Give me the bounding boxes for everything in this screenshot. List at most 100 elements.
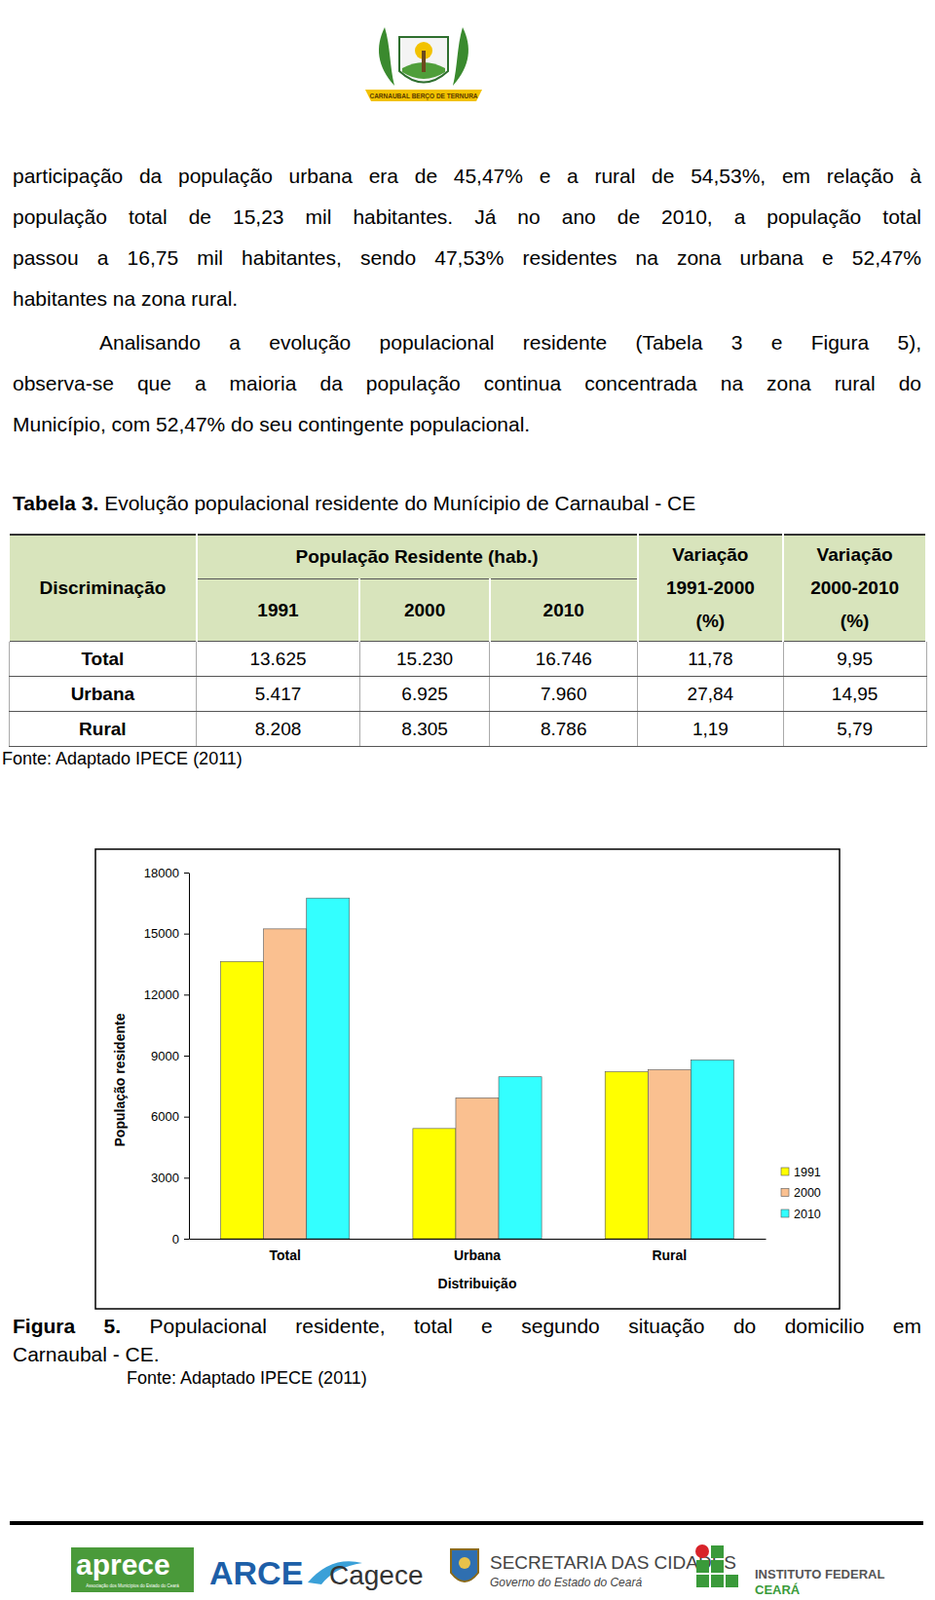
table-row: Total13.62515.23016.74611,789,95: [8, 641, 927, 677]
space: [98, 491, 105, 515]
logo-text: Governo do Estado do Ceará: [489, 1575, 642, 1590]
data-table: DiscriminaçãoPopulação Residente (hab.)V…: [7, 533, 928, 748]
plot: 0300060009000120001500018000TotalUrbanaR…: [144, 865, 767, 1264]
paragraph: participação da população urbana era de …: [12, 155, 922, 320]
legend-label: 2000: [793, 1186, 822, 1200]
figure-caption-line: Carnaubal - CE.: [12, 1340, 922, 1369]
header-cell: Discriminação: [8, 534, 197, 642]
tick-label: 6000: [150, 1109, 180, 1124]
bar: [690, 1059, 734, 1239]
legend-label: 1991: [793, 1165, 822, 1180]
table-cell: 8.786: [489, 711, 638, 748]
bar: [647, 1070, 691, 1239]
header-line: Variação: [784, 538, 926, 572]
chart: 0300060009000120001500018000TotalUrbanaR…: [94, 848, 841, 1310]
table-caption: Tabela 3. Evolução populacional resident…: [12, 491, 696, 516]
table-body: Total13.62515.23016.74611,789,95Urbana5.…: [8, 641, 927, 748]
y-tick: 3000: [150, 1170, 189, 1186]
paragraph-line: participação da população urbana era de …: [12, 155, 922, 197]
tick-mark: [184, 1238, 189, 1240]
logo-leaf: [378, 27, 395, 86]
tick-mark: [184, 994, 189, 996]
table-row: Rural8.2088.3058.7861,195,79: [8, 711, 927, 748]
logo-box: [71, 1547, 194, 1593]
logo-text: aprece: [75, 1548, 171, 1581]
y-axis: 0300060009000120001500018000: [144, 865, 190, 1247]
logo-crest: [450, 1549, 479, 1582]
tick-label: 0: [172, 1232, 180, 1247]
header-line: (%): [784, 604, 926, 638]
footer-logos: aprece Associação dos Municípios do Estad…: [0, 1533, 935, 1600]
y-axis-title: População residente: [112, 1012, 128, 1147]
paragraph-line: Analisando a evolução populacional resid…: [12, 322, 922, 364]
table-row: Urbana5.4176.9257.96027,8414,95: [8, 676, 927, 712]
tick-label: 18000: [144, 865, 180, 881]
legend: 199120002010: [781, 1165, 822, 1222]
tick-label: 9000: [150, 1048, 180, 1064]
logo-text: Cagece: [329, 1560, 424, 1591]
tick-mark: [184, 872, 189, 874]
y-tick: 12000: [144, 987, 189, 1003]
table-cell: 8.305: [359, 711, 490, 748]
legend-swatch: [781, 1167, 789, 1176]
table-cell: 14,95: [783, 676, 927, 712]
table-cell: Urbana: [8, 676, 197, 712]
table-cell: 16.746: [489, 641, 638, 677]
x-axis-title: Distribuição: [438, 1275, 518, 1292]
logo-square: [710, 1560, 724, 1573]
logo-dot: [695, 1544, 710, 1559]
figure-caption-label: Figura 5.: [12, 1314, 121, 1338]
paragraph-line: habitantes na zona rural.: [12, 278, 922, 320]
tick-label: Rural: [651, 1247, 687, 1264]
logo-square: [696, 1574, 710, 1588]
tick-mark: [184, 1117, 189, 1119]
bar: [498, 1077, 542, 1239]
logo-crest-detail: [458, 1557, 471, 1570]
tick-mark: [184, 1055, 189, 1057]
figure-caption: Figura 5. Populacional residente, total …: [12, 1311, 922, 1369]
table-source: Fonte: Adaptado IPECE (2011): [1, 748, 243, 770]
tick-label: 12000: [144, 987, 180, 1003]
tick-mark: [184, 934, 189, 935]
table-cell: 5.417: [196, 676, 361, 712]
header-line: 2000-2010: [784, 571, 926, 605]
paragraph-line: passou a 16,75 mil habitantes, sendo 47,…: [12, 237, 922, 279]
tick-mark: [184, 1177, 189, 1179]
logo-square: [696, 1560, 710, 1573]
table-cell: 8.208: [196, 711, 361, 748]
table-cell: 15.230: [359, 641, 490, 677]
header-cell: 2000: [359, 579, 490, 642]
header-cell: 1991: [196, 579, 361, 642]
header-cell: Variação2000-2010(%): [783, 534, 927, 642]
paragraph-line: observa-se que a maioria da população co…: [12, 363, 922, 405]
header-cell: Variação1991-2000(%): [637, 534, 785, 642]
logo-text: Associação dos Municípios do Estado do C…: [85, 1583, 180, 1589]
logo-text: CARNAUBAL BERÇO DE TERNURA: [369, 92, 478, 101]
bar: [455, 1097, 499, 1239]
table-cell: 11,78: [637, 641, 785, 677]
header-line: (%): [638, 604, 784, 638]
logo-leaf: [452, 27, 469, 86]
axis-line: [189, 1238, 767, 1240]
logo-text: ARCE: [209, 1554, 303, 1592]
paragraph-line: população total de 15,23 mil habitantes.…: [12, 196, 922, 238]
logo-ribbon: [365, 89, 483, 102]
table-caption-label: Tabela 3.: [12, 491, 99, 515]
y-tick: 6000: [150, 1109, 189, 1124]
table-cell: 13.625: [196, 641, 361, 677]
bar: [221, 961, 264, 1239]
table-cell: 1,19: [637, 711, 785, 748]
header-line: 1991-2000: [638, 571, 784, 605]
bars: [221, 897, 735, 1239]
legend-swatch: [781, 1189, 789, 1197]
tick-label: Urbana: [453, 1247, 501, 1264]
header-row: DiscriminaçãoPopulação Residente (hab.)V…: [8, 534, 927, 580]
table-cell: 9,95: [783, 641, 927, 677]
table-cell: 5,79: [783, 711, 927, 748]
space: [120, 1314, 150, 1338]
bar: [263, 929, 307, 1239]
chart-frame: [95, 849, 840, 1309]
table-cell: 7.960: [489, 676, 638, 712]
logo-tree: [421, 50, 426, 73]
table-cell: 6.925: [359, 676, 490, 712]
